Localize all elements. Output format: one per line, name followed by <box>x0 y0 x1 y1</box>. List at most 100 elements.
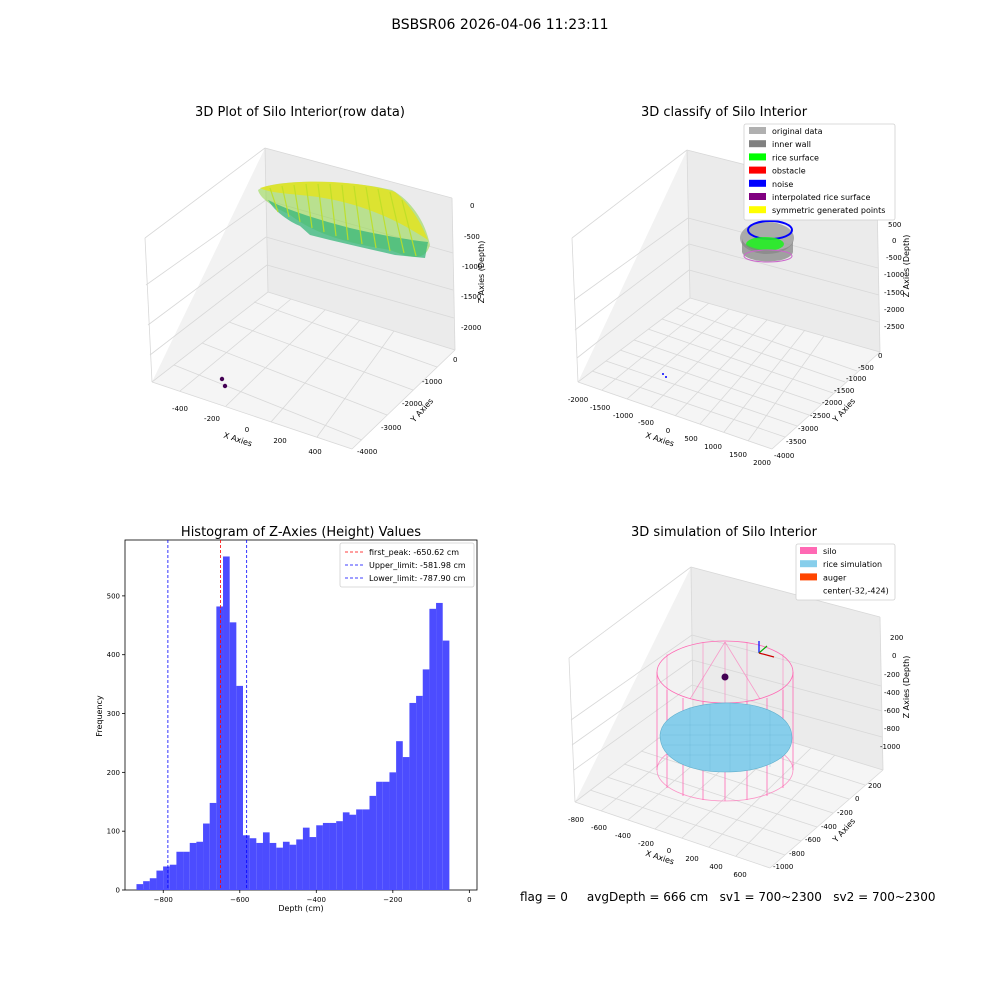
histogram-bar <box>196 841 204 890</box>
panel1-outlier-point <box>219 376 225 382</box>
panel2-x-tick: 2000 <box>753 459 771 467</box>
panel2-point-cloud <box>662 220 794 378</box>
legend-swatch <box>800 573 817 581</box>
histogram-bar <box>309 837 317 890</box>
legend-swatch <box>749 127 766 134</box>
histogram-y-tick-label: 400 <box>107 651 120 659</box>
panel2-y-tick: -1500 <box>834 387 854 395</box>
panel2-lower-rim <box>743 249 793 263</box>
histogram-bar <box>223 556 230 890</box>
legend-entry: symmetric generated points <box>772 206 885 215</box>
panel4-y-tick: -800 <box>789 850 805 858</box>
legend-swatch <box>800 547 817 554</box>
panel1-x-tick: 400 <box>308 448 321 456</box>
histogram-bar <box>209 802 217 890</box>
panel2-y-tick: -3000 <box>798 425 818 433</box>
panel2-x-tick: -1000 <box>613 412 633 420</box>
histogram-bar <box>409 702 417 890</box>
legend-entry: rice simulation <box>823 560 882 569</box>
panel2-z-tick: -1500 <box>884 289 904 297</box>
histogram-bar <box>322 822 330 890</box>
panel2-title: 3D classify of Silo Interior <box>641 105 808 120</box>
panel4-y-tick: -600 <box>805 836 821 844</box>
histogram-bar <box>176 851 184 890</box>
histogram-bar <box>236 685 243 890</box>
histogram-bar <box>356 809 363 890</box>
panel2-z-tick: 500 <box>888 221 901 229</box>
panel4-legend: silo rice simulation auger center(-32,-424) <box>795 543 896 601</box>
legend-entry: inner wall <box>772 140 811 149</box>
histogram-bar <box>189 842 197 890</box>
histogram-bar <box>316 825 323 890</box>
panel2-inner-wall <box>742 238 793 262</box>
histogram-bar <box>143 881 150 890</box>
histogram-bar <box>156 870 164 890</box>
legend-entry: noise <box>772 180 793 189</box>
panel1-z-tick: -2000 <box>461 324 481 332</box>
panel2-x-tick: -1500 <box>590 404 610 412</box>
panel4-z-tick: -800 <box>884 725 900 733</box>
legend-swatch <box>749 140 766 148</box>
panel1-y-tick: -2000 <box>402 400 422 408</box>
panel1-x-tick: -200 <box>204 415 220 423</box>
legend-swatch <box>749 179 766 187</box>
panel2-x-tick: -500 <box>638 419 654 427</box>
panel3-x-label: Depth (cm) <box>278 904 323 913</box>
legend-swatch <box>800 560 817 568</box>
histogram-bar <box>422 669 430 890</box>
histogram-bar <box>349 814 357 890</box>
histogram-y-tick-label: 500 <box>107 592 120 600</box>
panel1-cloud-top <box>260 181 428 240</box>
histogram-bar <box>369 795 377 890</box>
panel4-x-tick: 600 <box>733 871 746 879</box>
panel1-y-tick: 0 <box>453 356 457 364</box>
panel1-x-tick: 200 <box>273 437 286 445</box>
panel2-z-tick: -2000 <box>884 306 904 314</box>
panel1-y-tick: -3000 <box>381 424 401 432</box>
panel4-x-tick: -600 <box>591 824 607 832</box>
legend-swatch <box>749 166 766 174</box>
figure-suptitle: BSBSR06 2026-04-06 11:23:11 <box>391 17 609 33</box>
panel2-y-tick: -500 <box>858 364 874 372</box>
histogram-bar <box>362 809 370 890</box>
histogram-bar <box>289 844 297 890</box>
histogram-bar <box>396 741 403 890</box>
panel2-rice-surface <box>746 237 784 251</box>
panel4-x-tick: 400 <box>709 863 722 871</box>
panel2-noise-point <box>662 373 664 375</box>
histogram-bar <box>282 841 290 890</box>
panel2-x-tick: -2000 <box>568 396 588 404</box>
panel2-y-tick: -1000 <box>846 375 866 383</box>
panel4-x-tick: -200 <box>638 840 654 848</box>
histogram-bar <box>136 884 144 890</box>
histogram-bar <box>276 847 283 890</box>
panel2-legend: original data inner wall rice surface obsta… <box>743 123 896 221</box>
panel4-x-tick: -400 <box>615 832 631 840</box>
histogram-bars <box>136 556 450 890</box>
panel1-z-tick: -1000 <box>462 263 482 271</box>
panel2-z-tick: -2500 <box>884 323 904 331</box>
legend-entry: auger <box>823 573 847 582</box>
panel-raw-data: 3D Plot of Silo Interior(row data) <box>144 105 486 456</box>
panel2-z-tick: -500 <box>886 254 902 262</box>
panel4-z-tick: -600 <box>884 707 900 715</box>
histogram-x-tick-label: −200 <box>383 896 402 904</box>
legend-entry: rice surface <box>772 153 819 162</box>
panel2-noise-point <box>665 376 667 378</box>
panel4-y-tick: 200 <box>868 782 881 790</box>
histogram-x-ticks: −800 −600 −400 −200 0 <box>154 890 472 904</box>
histogram-bar <box>183 851 190 890</box>
histogram-bar <box>262 832 270 890</box>
panel4-z-label: Z Axies (Depth) <box>902 656 911 719</box>
legend-entry: silo <box>823 547 837 556</box>
panel4-title: 3D simulation of Silo Interior <box>631 525 818 540</box>
histogram-y-ticks: 0 100 200 300 400 500 <box>107 592 125 895</box>
panel1-point-cloud <box>219 181 430 389</box>
panel4-x-tick: -800 <box>568 816 584 824</box>
panel3-legend: first_peak: -650.62 cm Upper_limit: -581.… <box>339 542 475 588</box>
histogram-bar <box>229 622 237 890</box>
panel1-x-tick: 0 <box>245 426 249 434</box>
panel1-title: 3D Plot of Silo Interior(row data) <box>195 105 405 120</box>
histogram-y-tick-label: 200 <box>107 769 120 777</box>
